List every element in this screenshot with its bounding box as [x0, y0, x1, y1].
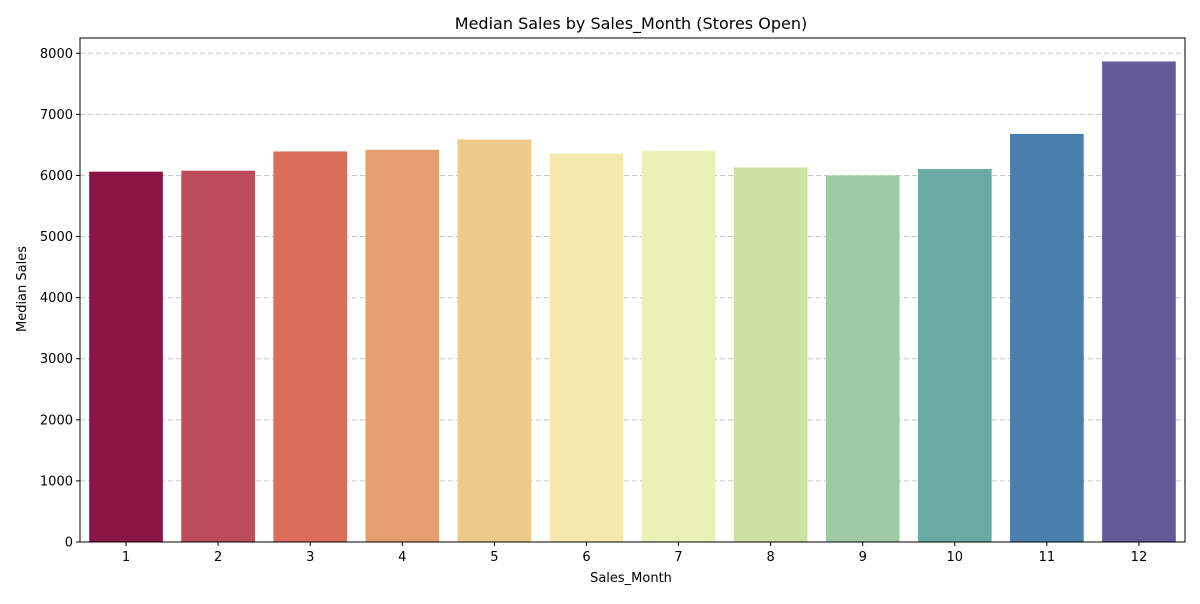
y-tick-label: 5000 [40, 230, 73, 245]
y-tick-label: 6000 [40, 169, 73, 184]
bar-month-2 [181, 170, 255, 542]
bar-month-10 [917, 168, 992, 542]
chart-title: Median Sales by Sales_Month (Stores Open… [455, 14, 807, 34]
bar-month-3 [273, 151, 348, 543]
y-tick-label: 3000 [40, 352, 73, 367]
x-tick-label: 2 [214, 550, 222, 565]
grid-lines [80, 52, 1185, 482]
y-tick-label: 8000 [40, 47, 73, 62]
y-tick-label: 1000 [40, 474, 73, 489]
bar-month-4 [365, 149, 440, 542]
bar-month-8 [733, 167, 808, 542]
y-axis-label: Median Sales [15, 246, 30, 332]
x-tick-label: 9 [859, 550, 867, 565]
y-tick-label: 7000 [40, 108, 73, 123]
bar-month-9 [825, 175, 900, 543]
bar-month-12 [1102, 61, 1176, 542]
bar-month-11 [1010, 133, 1084, 542]
x-tick-label: 11 [1039, 550, 1056, 565]
bars [89, 61, 1176, 543]
plot-frame [79, 37, 1186, 543]
x-tick-label: 5 [490, 550, 498, 565]
y-tick-label: 0 [65, 536, 73, 551]
x-tick-label: 12 [1131, 550, 1148, 565]
axes [76, 37, 1186, 546]
y-tick-label: 2000 [40, 413, 73, 428]
x-tick-label: 3 [306, 550, 314, 565]
bar-month-5 [457, 139, 532, 543]
x-tick-label: 8 [766, 550, 774, 565]
x-tick-label: 6 [582, 550, 590, 565]
x-tick-label: 4 [398, 550, 406, 565]
x-tick-label: 7 [674, 550, 682, 565]
bar-month-1 [89, 171, 163, 542]
bar-month-6 [549, 153, 624, 542]
x-tick-label: 10 [947, 550, 964, 565]
bar-month-7 [641, 150, 716, 543]
x-tick-label: 1 [122, 550, 130, 565]
y-tick-label: 4000 [40, 291, 73, 306]
x-axis-label: Sales_Month [590, 571, 672, 586]
